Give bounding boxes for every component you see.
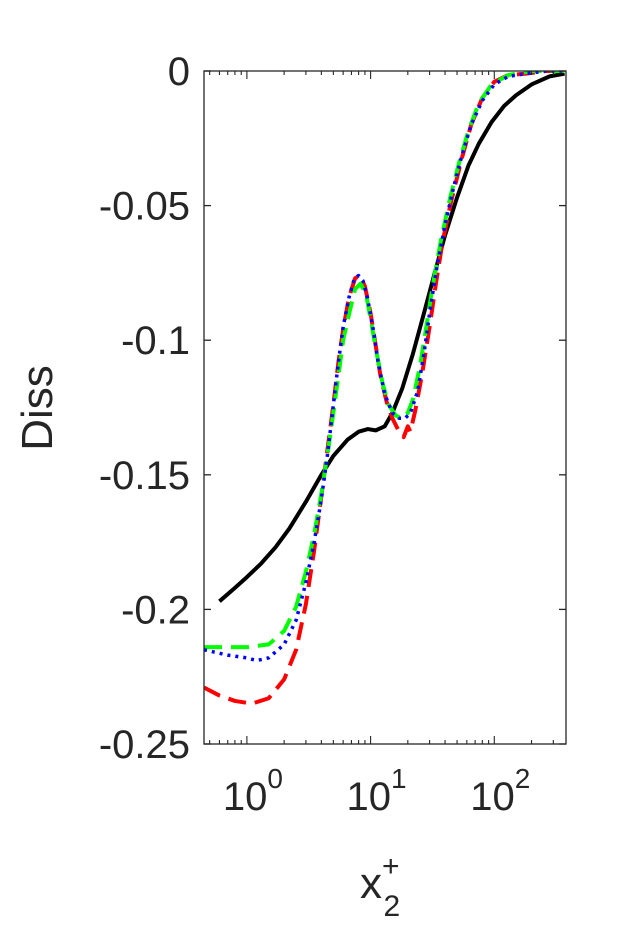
x-tick-label: 102 [470,763,530,819]
x-tick-label: 101 [347,763,407,819]
series-line-1 [218,71,565,603]
y-tick-label: -0.2 [121,588,190,632]
y-tick-label: -0.15 [99,454,190,498]
y-tick-label: -0.05 [99,185,190,229]
labels-layer: Diss x+ 2 [13,365,400,923]
y-tick-label: -0.25 [99,723,190,767]
series-layer [204,71,565,706]
y-tick-label: 0 [168,50,190,94]
y-axis-label: Diss [13,365,62,451]
plot-frame [203,70,567,745]
y-tick-label: -0.1 [121,319,190,363]
series-line-3 [204,71,565,650]
x-axis-label: x+ 2 [360,850,400,923]
x-tick-label: 100 [223,763,283,819]
axes-layer: 0 -0.05 -0.1 -0.15 -0.2 -0.25 100 101 102 [99,50,567,819]
x-axis-label-subscript: 2 [384,890,401,923]
series-line-4 [204,71,565,663]
x-axis-label-base: x [360,859,382,908]
x-axis-label-superscript: + [382,850,400,883]
